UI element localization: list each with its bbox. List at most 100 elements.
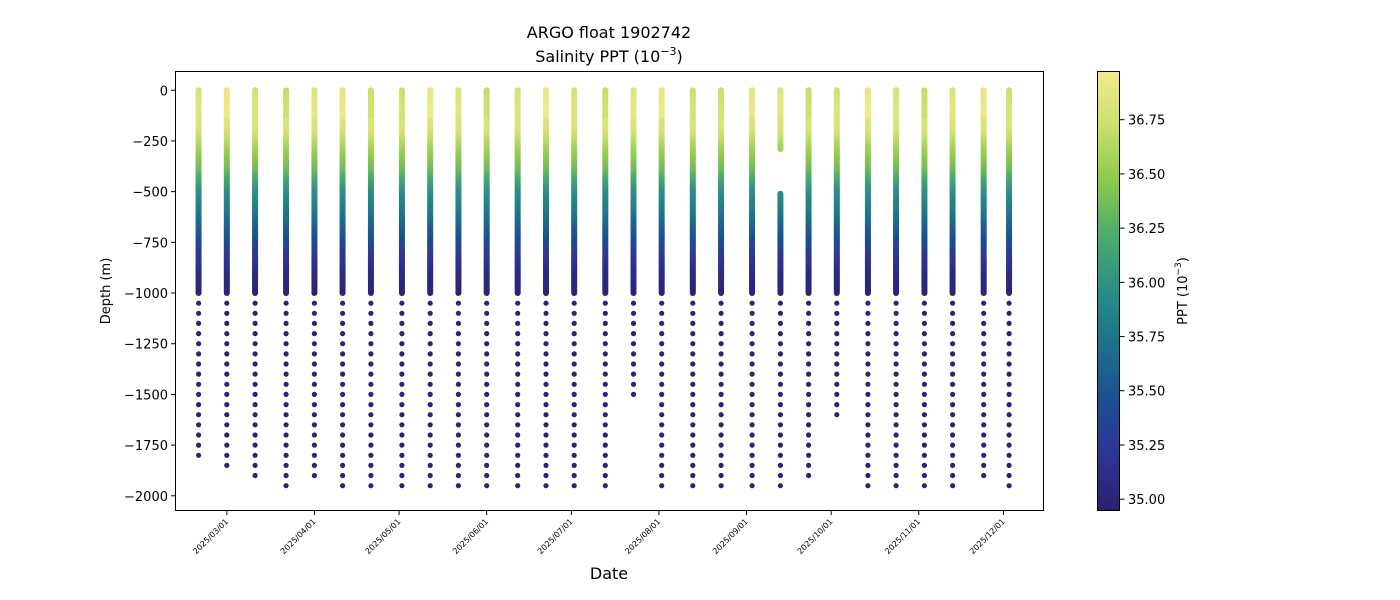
data-point: [543, 361, 549, 367]
data-point: [340, 300, 346, 306]
data-point: [455, 391, 461, 397]
data-point: [484, 452, 490, 458]
data-point: [777, 290, 784, 296]
data-point: [659, 341, 665, 347]
data-point: [630, 320, 637, 326]
data-point: [484, 341, 490, 347]
data-point: [718, 310, 724, 316]
data-point: [659, 300, 665, 306]
data-point: [399, 391, 405, 397]
data-point: [571, 341, 577, 347]
data-point: [224, 402, 230, 408]
data-point: [484, 462, 490, 468]
data-point: [484, 391, 490, 397]
data-point: [690, 331, 696, 337]
data-point: [602, 371, 608, 377]
data-point: [571, 402, 577, 408]
data-point: [515, 371, 521, 377]
data-point: [427, 432, 433, 438]
data-point: [427, 351, 433, 357]
data-point: [427, 452, 433, 458]
data-point: [777, 442, 784, 448]
data-point: [399, 452, 405, 458]
data-point: [718, 381, 724, 387]
data-point: [368, 402, 374, 408]
data-point: [690, 381, 696, 387]
data-point: [484, 422, 490, 428]
data-point: [543, 310, 549, 316]
data-point: [311, 432, 317, 438]
data-point: [602, 432, 608, 438]
data-point: [718, 462, 724, 468]
data-point: [455, 381, 461, 387]
data-point: [806, 341, 812, 347]
data-point: [749, 381, 755, 387]
data-point: [602, 472, 608, 479]
data-point: [252, 452, 258, 458]
data-point: [749, 320, 755, 326]
data-point: [571, 412, 577, 418]
data-point: [777, 146, 784, 153]
data-point: [224, 310, 230, 316]
data-point: [196, 310, 202, 316]
data-point: [399, 422, 405, 428]
data-point: [455, 310, 461, 316]
data-point: [718, 351, 724, 357]
data-point: [283, 442, 289, 448]
data-point: [571, 310, 577, 316]
data-point: [340, 462, 346, 468]
data-point: [311, 402, 317, 408]
data-point: [368, 310, 374, 316]
data-point: [252, 320, 258, 326]
data-point: [283, 381, 289, 387]
chart-subtitle-prefix: Salinity PPT (10: [535, 47, 660, 66]
data-point: [455, 290, 461, 296]
data-point: [515, 290, 521, 296]
data-point: [749, 452, 755, 458]
data-point: [484, 432, 490, 438]
data-point: [749, 391, 755, 397]
data-point: [602, 361, 608, 367]
data-point: [749, 290, 755, 296]
data-point: [224, 462, 230, 468]
data-point: [196, 331, 202, 337]
data-point: [659, 472, 665, 479]
data-point: [777, 371, 784, 377]
data-point: [311, 371, 317, 377]
data-point: [659, 422, 665, 428]
data-point: [718, 452, 724, 458]
data-point: [515, 432, 521, 438]
data-point: [283, 462, 289, 468]
data-point: [718, 361, 724, 367]
data-point: [749, 351, 755, 357]
data-point: [630, 351, 637, 357]
data-point: [427, 422, 433, 428]
data-point: [777, 331, 784, 337]
data-point: [368, 483, 374, 489]
data-point: [749, 462, 755, 468]
data-point: [602, 442, 608, 448]
data-point: [515, 442, 521, 448]
data-point: [543, 432, 549, 438]
data-point: [515, 402, 521, 408]
data-point: [455, 412, 461, 418]
data-point: [340, 351, 346, 357]
data-point: [283, 290, 289, 296]
data-point: [196, 442, 202, 448]
data-point: [427, 483, 433, 489]
data-point: [749, 472, 755, 479]
data-point: [252, 351, 258, 357]
data-point: [427, 341, 433, 347]
data-point: [630, 371, 637, 377]
data-point: [806, 331, 812, 337]
data-point: [602, 381, 608, 387]
data-point: [283, 452, 289, 458]
data-point: [777, 422, 784, 428]
data-point: [368, 462, 374, 468]
data-point: [543, 371, 549, 377]
data-point: [690, 341, 696, 347]
data-point: [484, 442, 490, 448]
data-point: [196, 452, 202, 458]
data-point: [777, 320, 784, 326]
data-point: [718, 412, 724, 418]
